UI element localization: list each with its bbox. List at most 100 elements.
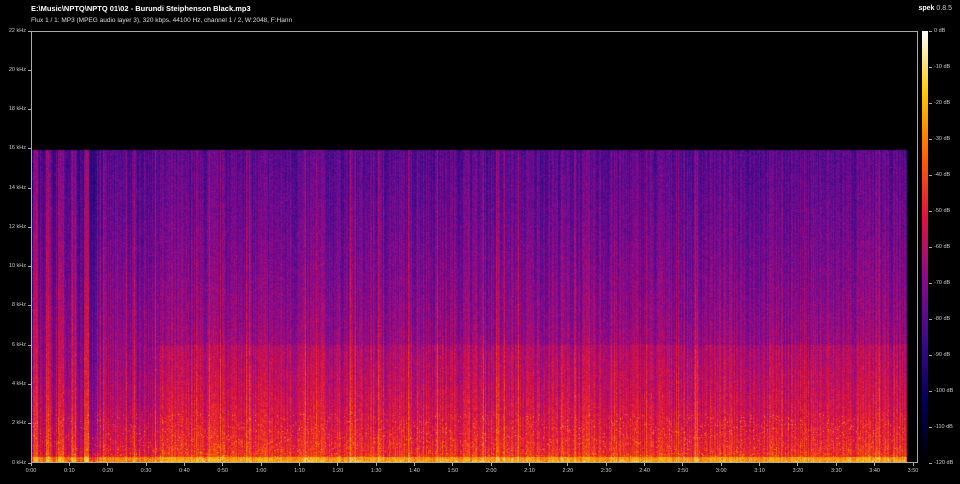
x-tick-mark (30, 463, 32, 466)
colorbar-tick-label: -30 dB (934, 135, 951, 142)
colorbar-tick-label: -50 dB (934, 207, 951, 214)
x-tick-label: 0:10 (63, 468, 75, 474)
colorbar-tick-label: -10 dB (934, 63, 951, 70)
x-tick-label: 0:50 (217, 468, 229, 474)
y-tick-label: 14 kHz (8, 184, 26, 191)
x-tick-mark (874, 463, 876, 466)
spectrogram-heatmap (32, 32, 917, 462)
x-tick-mark (68, 463, 70, 466)
x-tick-mark (720, 463, 722, 466)
y-tick-label: 0 kHz (11, 459, 26, 466)
y-tick-mark (28, 266, 31, 268)
x-tick-label: 1:40 (409, 468, 420, 474)
colorbar-tick-mark (929, 66, 932, 68)
y-tick-label: 8 kHz (11, 302, 26, 309)
x-tick-label: 0:30 (140, 468, 152, 474)
colorbar-tick-label: 0 dB (934, 27, 946, 34)
y-tick-label: 4 kHz (11, 380, 26, 387)
x-tick-mark (375, 463, 377, 466)
x-tick-label: 3:20 (792, 468, 804, 474)
y-tick-mark (28, 383, 31, 385)
colorbar-tick-mark (929, 282, 932, 284)
y-tick-mark (28, 462, 31, 464)
x-tick-label: 3:40 (869, 468, 880, 474)
x-tick-mark (759, 463, 761, 466)
y-tick-mark (28, 423, 31, 425)
x-tick-mark (644, 463, 646, 466)
y-tick-mark (28, 109, 31, 111)
app-name: spek (918, 5, 935, 12)
colorbar-tick-mark (929, 354, 932, 356)
y-tick-mark (28, 148, 31, 150)
x-tick-label: 1:00 (255, 468, 267, 474)
colorbar-tick-label: -70 dB (934, 279, 951, 286)
colorbar-tick-mark (929, 426, 932, 428)
x-tick-label: 2:40 (639, 468, 650, 474)
colorbar-tick-label: -100 dB (934, 387, 954, 394)
y-tick-label: 6 kHz (11, 341, 26, 348)
y-tick-mark (28, 305, 31, 307)
x-tick-mark (567, 463, 569, 466)
x-tick-label: 3:10 (754, 468, 765, 474)
x-tick-mark (222, 463, 224, 466)
colorbar-tick-label: -120 dB (934, 459, 954, 466)
x-tick-mark (605, 463, 607, 466)
x-tick-mark (912, 463, 914, 466)
x-tick-mark (337, 463, 339, 466)
x-tick-mark (413, 463, 415, 466)
y-tick-label: 20 kHz (8, 66, 26, 73)
x-tick-label: 0:00 (25, 468, 37, 474)
x-tick-mark (452, 463, 454, 466)
x-tick-label: 2:00 (485, 468, 497, 474)
x-tick-mark (145, 463, 147, 466)
file-title: E:\Music\NPTQ\NPTQ 01\02 - Burundi Steip… (31, 4, 251, 13)
x-tick-label: 2:30 (600, 468, 612, 474)
colorbar-tick-label: -90 dB (934, 351, 951, 358)
colorbar-tick-mark (929, 210, 932, 212)
x-tick-label: 2:20 (562, 468, 574, 474)
y-tick-label: 10 kHz (8, 263, 26, 270)
colorbar-tick-mark (929, 30, 932, 32)
x-tick-mark (298, 463, 300, 466)
y-tick-mark (28, 226, 31, 228)
y-tick-mark (28, 69, 31, 71)
colorbar-tick-label: -40 dB (934, 171, 951, 178)
x-tick-label: 3:50 (907, 468, 919, 474)
colorbar-tick-mark (929, 318, 932, 320)
y-tick-label: 22 kHz (8, 27, 26, 34)
y-tick-mark (28, 187, 31, 189)
colorbar-tick-mark (929, 138, 932, 140)
x-tick-mark (183, 463, 185, 466)
x-tick-mark (529, 463, 531, 466)
x-tick-label: 2:10 (524, 468, 535, 474)
app-version: 0.8.5 (936, 5, 952, 12)
spectrogram-frame (31, 31, 918, 463)
colorbar-tick-mark (929, 246, 932, 248)
x-tick-label: 1:30 (370, 468, 382, 474)
colorbar-tick-mark (929, 174, 932, 176)
y-tick-mark (28, 30, 31, 32)
colorbar (922, 31, 928, 463)
y-tick-label: 18 kHz (8, 106, 26, 113)
x-tick-label: 1:10 (294, 468, 305, 474)
colorbar-tick-label: -80 dB (934, 315, 951, 322)
colorbar-tick-label: -60 dB (934, 243, 951, 250)
colorbar-tick-label: -110 dB (934, 423, 953, 430)
colorbar-tick-mark (929, 390, 932, 392)
x-tick-mark (107, 463, 109, 466)
x-tick-mark (797, 463, 799, 466)
y-tick-mark (28, 344, 31, 346)
stream-info: Flux 1 / 1: MP3 (MPEG audio layer 3), 32… (31, 17, 293, 24)
x-tick-label: 0:20 (102, 468, 114, 474)
x-tick-mark (260, 463, 262, 466)
y-tick-label: 16 kHz (8, 145, 26, 152)
colorbar-tick-mark (929, 102, 932, 104)
y-tick-label: 2 kHz (11, 420, 26, 427)
x-tick-mark (490, 463, 492, 466)
colorbar-tick-mark (929, 462, 932, 464)
colorbar-tick-label: -20 dB (934, 99, 951, 106)
app-brand: spek 0.8.5 (919, 5, 953, 12)
x-tick-mark (835, 463, 837, 466)
x-tick-label: 1:50 (447, 468, 459, 474)
x-tick-mark (682, 463, 684, 466)
